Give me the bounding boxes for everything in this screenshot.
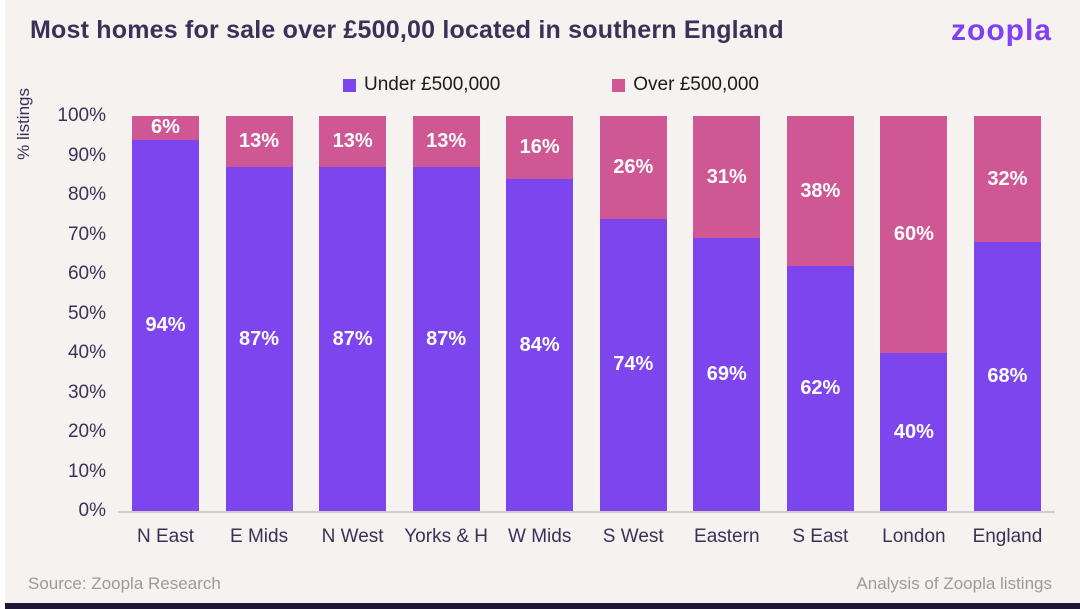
- bar-n-east: 6% 94%: [132, 116, 199, 511]
- bar-n-west: 13% 87%: [319, 116, 387, 511]
- bar-value-label: 13%: [239, 130, 280, 153]
- y-tick: 40%: [67, 342, 106, 363]
- x-label-s-west: S West: [600, 526, 667, 548]
- x-label-s-east: S East: [787, 526, 854, 548]
- y-tick: 30%: [67, 381, 106, 403]
- x-label-n-east: N East: [132, 526, 199, 548]
- bar-value-label: 87%: [426, 327, 467, 350]
- bar-value-label: 94%: [145, 313, 186, 336]
- bar-segment-under: 69%: [693, 238, 761, 511]
- bar-w-mids: 16% 84%: [506, 116, 574, 511]
- y-axis-ticks: 0% 10% 20% 30% 40% 50% 60% 70% 80% 90% 100%: [0, 106, 106, 521]
- bar-segment-under: 40%: [880, 353, 948, 511]
- bar-value-label: 13%: [332, 130, 373, 153]
- x-label-text: England: [972, 526, 1043, 547]
- bars-area: 6% 94% 13% 87% 13% 87% 13% 87% 16% 84% 26% 74% 31% 69…: [118, 116, 1055, 513]
- x-label-text: S West: [602, 526, 664, 547]
- bar-value-label: 38%: [800, 179, 841, 202]
- bar-value-label: 31%: [706, 165, 747, 188]
- page-title: Most homes for sale over £500,00 located…: [30, 16, 784, 44]
- x-label-text: N East: [136, 526, 195, 547]
- left-edge-strip: [0, 0, 5, 609]
- x-label-w-mids: W Mids: [506, 526, 573, 548]
- bar-yorks-h: 13% 87%: [412, 116, 480, 511]
- bar-s-east: 38% 62%: [786, 116, 854, 511]
- bar-value-label: 74%: [613, 353, 654, 376]
- bar-segment-over: 60%: [880, 116, 948, 353]
- bar-value-label: 32%: [987, 167, 1028, 190]
- bar-eastern: 31% 69%: [693, 116, 761, 511]
- x-label-text: N West: [321, 526, 384, 547]
- y-tick: 0%: [78, 500, 106, 521]
- bar-value-label: 68%: [987, 365, 1028, 388]
- x-label-england: England: [972, 526, 1043, 548]
- legend-swatch-over: [612, 78, 626, 92]
- bar-segment-under: 68%: [973, 242, 1041, 511]
- bar-value-label: 62%: [800, 377, 841, 400]
- bottom-strip: [0, 603, 1080, 609]
- bar-value-label: 6%: [151, 116, 180, 139]
- y-tick: 70%: [67, 223, 106, 245]
- bar-value-label: 40%: [893, 420, 934, 443]
- y-tick: 60%: [67, 263, 106, 284]
- bar-segment-over: 13%: [412, 116, 480, 168]
- y-tick: 50%: [67, 302, 106, 324]
- bar-value-label: 13%: [426, 130, 467, 153]
- bar-segment-over: 6%: [132, 116, 199, 140]
- bar-s-west: 26% 74%: [599, 116, 667, 511]
- x-label-yorks-h: Yorks & H: [404, 526, 488, 548]
- y-tick: 10%: [67, 460, 106, 482]
- bar-value-label: 84%: [519, 333, 560, 356]
- y-tick: 80%: [67, 184, 106, 205]
- x-label-text: Eastern: [694, 526, 760, 547]
- bar-e-mids: 13% 87%: [225, 116, 293, 511]
- x-label-london: London: [880, 526, 947, 548]
- source-text: Source: Zoopla Research: [28, 574, 221, 593]
- x-axis-labels: N East E Mids N West Yorks & H W Mids S West E…: [118, 526, 1055, 548]
- legend-label-under: Under £500,000: [364, 74, 501, 95]
- y-tick: 90%: [67, 144, 106, 166]
- plot-area: 6% 94% 13% 87% 13% 87% 13% 87% 16% 84% 26% 74% 31% 69…: [118, 116, 1055, 548]
- x-label-eastern: Eastern: [693, 526, 760, 548]
- bar-segment-over: 13%: [319, 116, 387, 168]
- legend-label-over: Over £500,000: [633, 74, 759, 95]
- x-label-text: London: [882, 526, 946, 547]
- y-tick: 100%: [57, 105, 106, 126]
- bar-segment-over: 13%: [225, 116, 293, 168]
- bar-segment-over: 26%: [599, 116, 667, 219]
- bar-segment-under: 62%: [786, 266, 854, 511]
- bar-segment-under: 87%: [225, 167, 293, 511]
- x-label-n-west: N West: [319, 526, 386, 548]
- bar-segment-under: 84%: [506, 179, 574, 511]
- x-label-text: E Mids: [230, 526, 289, 547]
- bar-value-label: 87%: [239, 327, 280, 350]
- bar-segment-under: 94%: [132, 139, 199, 511]
- bar-london: 60% 40%: [880, 116, 948, 511]
- x-label-text: Yorks & H: [404, 526, 489, 547]
- bar-segment-under: 87%: [412, 167, 480, 511]
- legend-item-over: Over £500,000: [612, 74, 759, 96]
- bar-segment-under: 87%: [319, 167, 387, 511]
- bar-segment-under: 74%: [599, 218, 667, 511]
- bar-value-label: 60%: [893, 223, 934, 245]
- y-tick: 20%: [67, 421, 106, 442]
- analysis-text: Analysis of Zoopla listings: [856, 574, 1052, 593]
- bar-segment-over: 31%: [693, 116, 761, 239]
- x-label-text: S East: [792, 526, 849, 547]
- bar-value-label: 16%: [519, 136, 560, 159]
- zoopla-logo: zoopla: [951, 14, 1052, 47]
- bar-value-label: 69%: [706, 363, 747, 386]
- bar-segment-over: 38%: [786, 116, 854, 267]
- bar-segment-over: 32%: [973, 116, 1041, 243]
- x-label-text: W Mids: [508, 526, 572, 547]
- legend-swatch-under: [343, 78, 356, 92]
- bar-value-label: 87%: [332, 327, 373, 350]
- bar-segment-over: 16%: [506, 116, 574, 180]
- legend: Under £500,000 Over £500,000: [343, 74, 759, 96]
- bar-england: 32% 68%: [973, 116, 1041, 511]
- x-label-e-mids: E Mids: [226, 526, 293, 548]
- bar-value-label: 26%: [613, 155, 654, 178]
- legend-item-under: Under £500,000: [343, 74, 500, 96]
